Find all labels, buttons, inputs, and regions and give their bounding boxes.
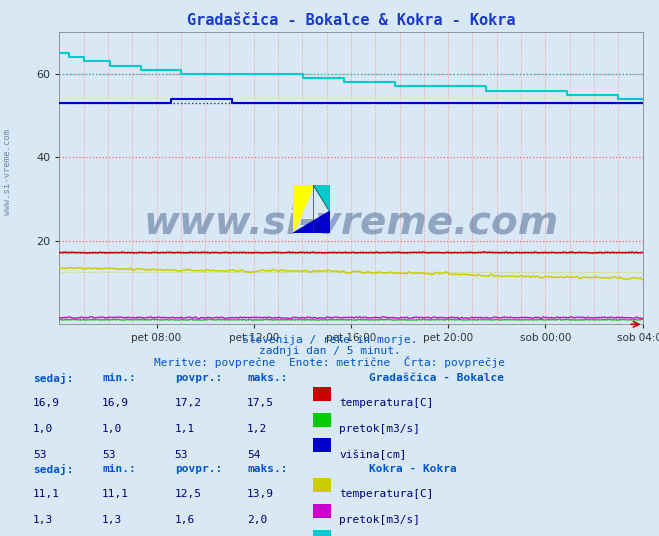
Text: 17,5: 17,5 [247,398,274,408]
Text: 53: 53 [102,450,115,460]
Text: zadnji dan / 5 minut.: zadnji dan / 5 minut. [258,346,401,356]
Text: 53: 53 [175,450,188,460]
Text: temperatura[C]: temperatura[C] [339,398,434,408]
Text: www.si-vreme.com: www.si-vreme.com [143,203,559,241]
Text: Gradaščica - Bokalce: Gradaščica - Bokalce [369,373,504,383]
Text: temperatura[C]: temperatura[C] [339,489,434,500]
Text: Meritve: povprečne  Enote: metrične  Črta: povprečje: Meritve: povprečne Enote: metrične Črta:… [154,356,505,368]
Text: povpr.:: povpr.: [175,464,222,474]
Text: 1,6: 1,6 [175,515,195,525]
Text: 16,9: 16,9 [102,398,129,408]
Text: sedaj:: sedaj: [33,464,73,475]
Text: maks.:: maks.: [247,373,287,383]
Text: 1,3: 1,3 [102,515,123,525]
Text: maks.:: maks.: [247,464,287,474]
Text: pretok[m3/s]: pretok[m3/s] [339,515,420,525]
Text: 1,3: 1,3 [33,515,53,525]
Text: 12,5: 12,5 [175,489,202,500]
Polygon shape [293,212,330,233]
Text: Slovenija / reke in morje.: Slovenija / reke in morje. [242,335,417,345]
Text: min.:: min.: [102,464,136,474]
Text: 13,9: 13,9 [247,489,274,500]
Text: 1,1: 1,1 [175,424,195,434]
Text: 2,0: 2,0 [247,515,268,525]
Title: Gradaščica - Bokalce & Kokra - Kokra: Gradaščica - Bokalce & Kokra - Kokra [186,13,515,28]
Text: povpr.:: povpr.: [175,373,222,383]
Text: 1,0: 1,0 [102,424,123,434]
Text: 1,2: 1,2 [247,424,268,434]
Text: Kokra - Kokra: Kokra - Kokra [369,464,457,474]
Text: 1,0: 1,0 [33,424,53,434]
Text: višina[cm]: višina[cm] [339,450,407,460]
Text: 16,9: 16,9 [33,398,60,408]
Text: sedaj:: sedaj: [33,373,73,384]
Text: 11,1: 11,1 [33,489,60,500]
Text: 11,1: 11,1 [102,489,129,500]
Text: 53: 53 [33,450,46,460]
Text: pretok[m3/s]: pretok[m3/s] [339,424,420,434]
Text: www.si-vreme.com: www.si-vreme.com [3,129,13,214]
Polygon shape [313,185,330,212]
Text: min.:: min.: [102,373,136,383]
Polygon shape [293,185,313,233]
Text: 54: 54 [247,450,260,460]
Text: 17,2: 17,2 [175,398,202,408]
